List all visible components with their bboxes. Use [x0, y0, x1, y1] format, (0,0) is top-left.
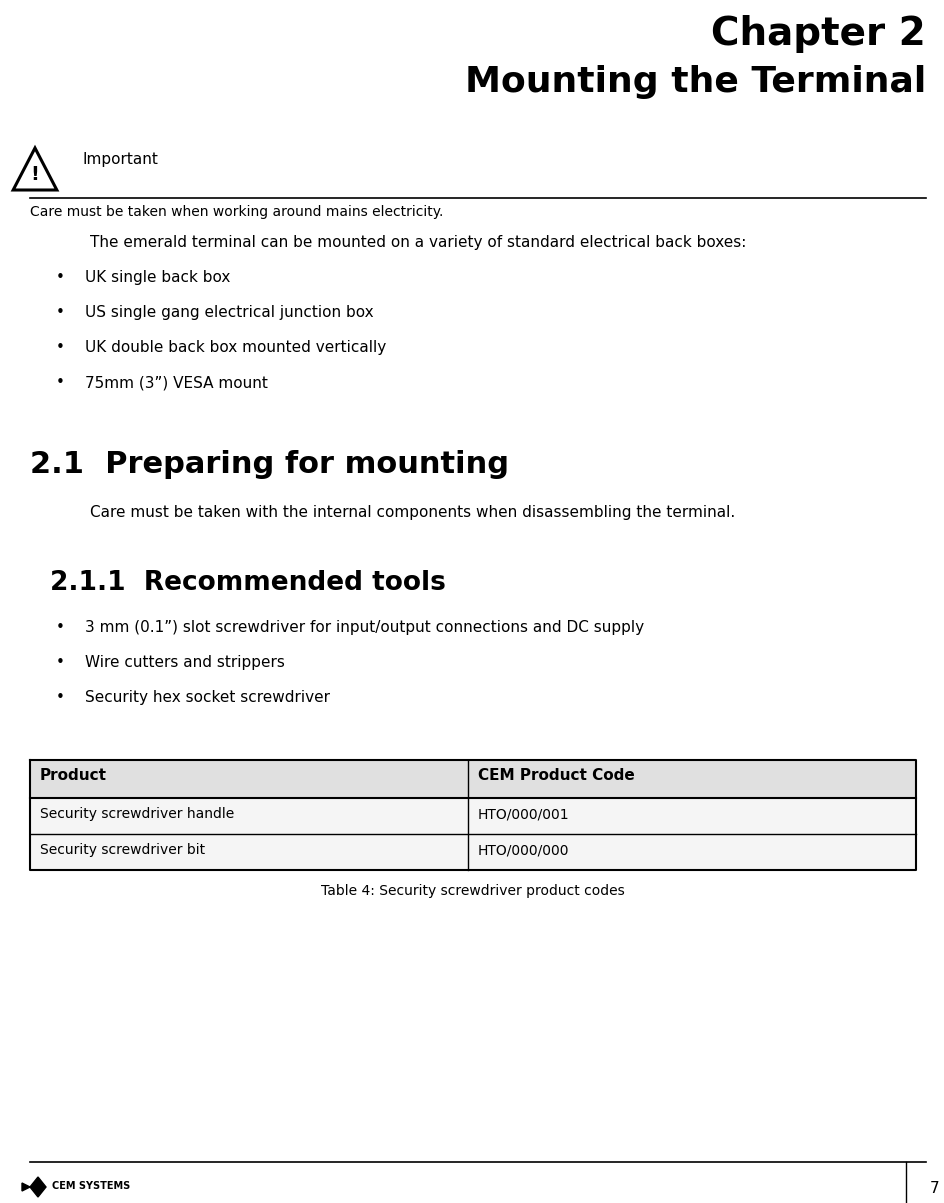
Text: Security hex socket screwdriver: Security hex socket screwdriver: [85, 691, 330, 705]
Text: Table 4: Security screwdriver product codes: Table 4: Security screwdriver product co…: [321, 884, 625, 897]
Text: HTO/000/001: HTO/000/001: [478, 807, 569, 820]
Text: !: !: [30, 165, 40, 184]
Text: Important: Important: [82, 152, 158, 167]
Text: 7: 7: [930, 1181, 940, 1196]
Text: Security screwdriver bit: Security screwdriver bit: [40, 843, 205, 857]
Text: US single gang electrical junction box: US single gang electrical junction box: [85, 306, 374, 320]
Text: Wire cutters and strippers: Wire cutters and strippers: [85, 654, 285, 670]
Text: 2.1  Preparing for mounting: 2.1 Preparing for mounting: [30, 450, 509, 479]
Text: CEM SYSTEMS: CEM SYSTEMS: [52, 1181, 130, 1191]
Polygon shape: [30, 1177, 46, 1197]
Text: Mounting the Terminal: Mounting the Terminal: [464, 65, 926, 99]
Text: Product: Product: [40, 768, 107, 783]
Polygon shape: [22, 1183, 30, 1191]
Text: 75mm (3”) VESA mount: 75mm (3”) VESA mount: [85, 375, 268, 390]
Text: Security screwdriver handle: Security screwdriver handle: [40, 807, 234, 820]
Text: •: •: [56, 691, 64, 705]
Text: •: •: [56, 269, 64, 285]
Text: Care must be taken when working around mains electricity.: Care must be taken when working around m…: [30, 205, 444, 219]
Text: UK double back box mounted vertically: UK double back box mounted vertically: [85, 340, 386, 355]
Bar: [30, 760, 916, 798]
Text: HTO/000/000: HTO/000/000: [478, 843, 569, 857]
Text: UK single back box: UK single back box: [85, 269, 230, 285]
Text: 2.1.1  Recommended tools: 2.1.1 Recommended tools: [50, 570, 446, 595]
Text: The emerald terminal can be mounted on a variety of standard electrical back box: The emerald terminal can be mounted on a…: [90, 235, 747, 250]
Text: •: •: [56, 620, 64, 635]
Text: •: •: [56, 375, 64, 390]
Text: CEM Product Code: CEM Product Code: [478, 768, 634, 783]
Text: •: •: [56, 654, 64, 670]
Text: Care must be taken with the internal components when disassembling the terminal.: Care must be taken with the internal com…: [90, 505, 735, 520]
Text: 3 mm (0.1”) slot screwdriver for input/output connections and DC supply: 3 mm (0.1”) slot screwdriver for input/o…: [85, 620, 644, 635]
Bar: [30, 834, 916, 870]
Text: •: •: [56, 306, 64, 320]
Text: •: •: [56, 340, 64, 355]
Text: Chapter 2: Chapter 2: [711, 14, 926, 53]
Bar: [30, 798, 916, 834]
